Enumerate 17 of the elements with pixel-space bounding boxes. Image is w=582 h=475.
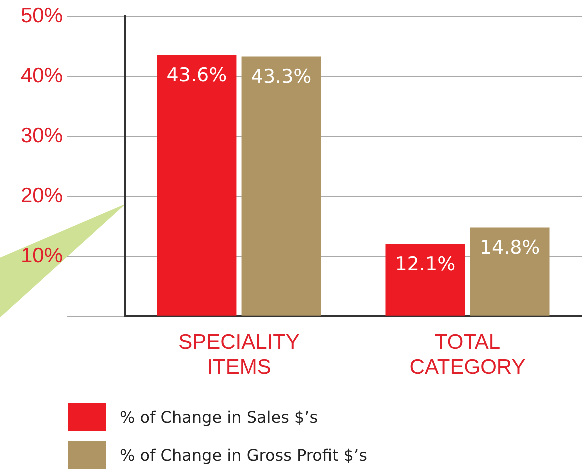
bar — [470, 228, 550, 316]
bar — [157, 55, 237, 316]
y-tick-label: 10% — [20, 244, 63, 268]
data-label: 43.3% — [251, 66, 312, 88]
data-label: 12.1% — [395, 253, 456, 276]
legend-label: % of Change in Gross Profit $’s — [120, 446, 368, 464]
x-tick-label: SPECIALITY ITEMS — [178, 330, 300, 380]
y-tick-label: 20% — [20, 184, 63, 208]
y-tick-label: 50% — [20, 4, 63, 28]
data-label: 14.8% — [480, 237, 540, 260]
y-tick-label: 30% — [20, 124, 63, 148]
bar — [386, 244, 466, 316]
y-tick-label: 40% — [20, 64, 63, 88]
legend-label: % of Change in Sales $’s — [120, 408, 318, 426]
bar — [242, 56, 322, 316]
data-label: 43.6% — [166, 64, 228, 86]
x-tick-label: TOTAL CATEGORY — [410, 330, 526, 380]
